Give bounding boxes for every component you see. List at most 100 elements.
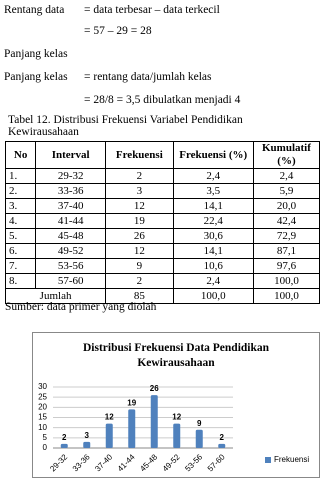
x-tick-label: 53-56 — [183, 452, 204, 473]
cell: 2,4 — [252, 168, 321, 184]
cell: 12 — [105, 198, 174, 214]
row: 4. 41-44 19 22,4 42,4 — [4, 213, 321, 229]
cell: 2,4 — [172, 168, 254, 184]
cell: 2 — [105, 168, 174, 184]
y-tick-label: 10 — [38, 423, 47, 432]
cell: 42,4 — [252, 213, 321, 229]
cell: Jumlah — [4, 288, 107, 304]
cell: 26 — [105, 228, 174, 244]
data-label: 26 — [150, 384, 159, 393]
y-tick-label: 20 — [38, 402, 47, 411]
cell: 5. — [4, 228, 37, 244]
cell: 37-40 — [35, 198, 107, 214]
row: 2. 33-36 3 3,5 5,9 — [4, 183, 321, 199]
formula: = rentang data/jumlah kelas — [84, 71, 212, 83]
x-tick-label: 33-36 — [71, 452, 92, 473]
bar — [83, 441, 91, 448]
cell: 5,9 — [252, 183, 321, 199]
data-label: 3 — [85, 431, 90, 440]
x-tick-label: 41-44 — [116, 452, 137, 473]
x-tick-label: 45-48 — [138, 452, 159, 473]
cell: 4. — [4, 213, 37, 229]
table-caption: Tabel 12. Distribusi Frekuensi Variabel … — [8, 114, 243, 138]
header-cell: Interval — [35, 141, 107, 169]
bar — [60, 443, 68, 448]
cell: 29-32 — [35, 168, 107, 184]
data-label: 12 — [172, 413, 181, 422]
cell: 20,0 — [252, 198, 321, 214]
cell: 41-44 — [35, 213, 107, 229]
data-label: 19 — [127, 398, 136, 407]
header-cell: Frekuensi (%) — [172, 141, 254, 169]
cell: 49-52 — [35, 243, 107, 259]
cell: 57-60 — [35, 273, 107, 289]
table: No Interval Frekuensi Frekuensi (%) Kumulati… — [4, 141, 321, 304]
bar — [218, 443, 226, 448]
cell: 100,0 — [252, 273, 321, 289]
header-cell: Frekuensi — [105, 141, 174, 169]
cell: 33-36 — [35, 183, 107, 199]
cell: 100,0 — [252, 288, 321, 304]
footer-row: Jumlah 85 100,0 100,0 — [4, 288, 321, 304]
cell: 97,6 — [252, 258, 321, 274]
formula: = 28/8 = 3,5 dibulatkan menjadi 4 — [84, 94, 241, 106]
formula: = data terbesar – data terkecil — [84, 4, 220, 16]
cell: 30,6 — [172, 228, 254, 244]
bar — [150, 395, 158, 448]
header-row: No Interval Frekuensi Frekuensi (%) Kumulati… — [4, 141, 321, 169]
cell: 6. — [4, 243, 37, 259]
bar — [105, 423, 113, 448]
cell: 14,1 — [172, 198, 254, 214]
cell: 3 — [105, 183, 174, 199]
x-tick-label: 37-40 — [93, 452, 114, 473]
cell: 19 — [105, 213, 174, 229]
y-tick-label: 30 — [38, 382, 47, 391]
cell: 7. — [4, 258, 37, 274]
legend-swatch — [265, 457, 271, 463]
cell: 2. — [4, 183, 37, 199]
source: Sumber: data primer yang diolah — [5, 301, 157, 313]
header-cell: No — [4, 141, 37, 169]
chart: Distribusi Frekuensi Data Pendidikan Kew… — [32, 332, 320, 478]
data-label: 2 — [62, 433, 67, 442]
cell: 9 — [105, 258, 174, 274]
x-tick-label: 49-52 — [161, 452, 182, 473]
bar — [195, 429, 203, 448]
legend-label: Frekuensi — [274, 455, 309, 464]
cell: 3,5 — [172, 183, 254, 199]
y-tick-label: 0 — [43, 443, 48, 452]
x-tick-label: 57-60 — [206, 452, 227, 473]
cell: 2,4 — [172, 273, 254, 289]
cell: 22,4 — [172, 213, 254, 229]
row: 1. 29-32 2 2,4 2,4 — [4, 168, 321, 184]
chart-title: Distribusi Frekuensi Data Pendidikan Kew… — [82, 342, 270, 369]
y-tick-label: 15 — [38, 413, 47, 422]
cell: 10,6 — [172, 258, 254, 274]
cell: 87,1 — [252, 243, 321, 259]
row: 3. 37-40 12 14,1 20,0 — [4, 198, 321, 214]
cell: 53-56 — [35, 258, 107, 274]
header-cell: Kumulatif (%) — [252, 141, 321, 169]
label: Panjang kelas — [4, 71, 68, 83]
bar — [128, 409, 136, 448]
cell: 8. — [4, 273, 37, 289]
cell: 3. — [4, 198, 37, 214]
cell: 85 — [105, 288, 174, 304]
cell: 100,0 — [172, 288, 254, 304]
bar — [173, 423, 181, 448]
data-label: 12 — [105, 413, 114, 422]
x-tick-label: 29-32 — [48, 452, 69, 473]
formula: = 57 – 29 = 28 — [84, 25, 152, 37]
row: 7. 53-56 9 10,6 97,6 — [4, 258, 321, 274]
cell: 14,1 — [172, 243, 254, 259]
y-tick-label: 25 — [38, 392, 47, 401]
row: 8. 57-60 2 2,4 100,0 — [4, 273, 321, 289]
cell: 72,9 — [252, 228, 321, 244]
y-tick-label: 5 — [43, 433, 48, 442]
row: 6. 49-52 12 14,1 87,1 — [4, 243, 321, 259]
label: Rentang data — [4, 4, 65, 16]
cell: 2 — [105, 273, 174, 289]
data-label: 9 — [197, 419, 202, 428]
